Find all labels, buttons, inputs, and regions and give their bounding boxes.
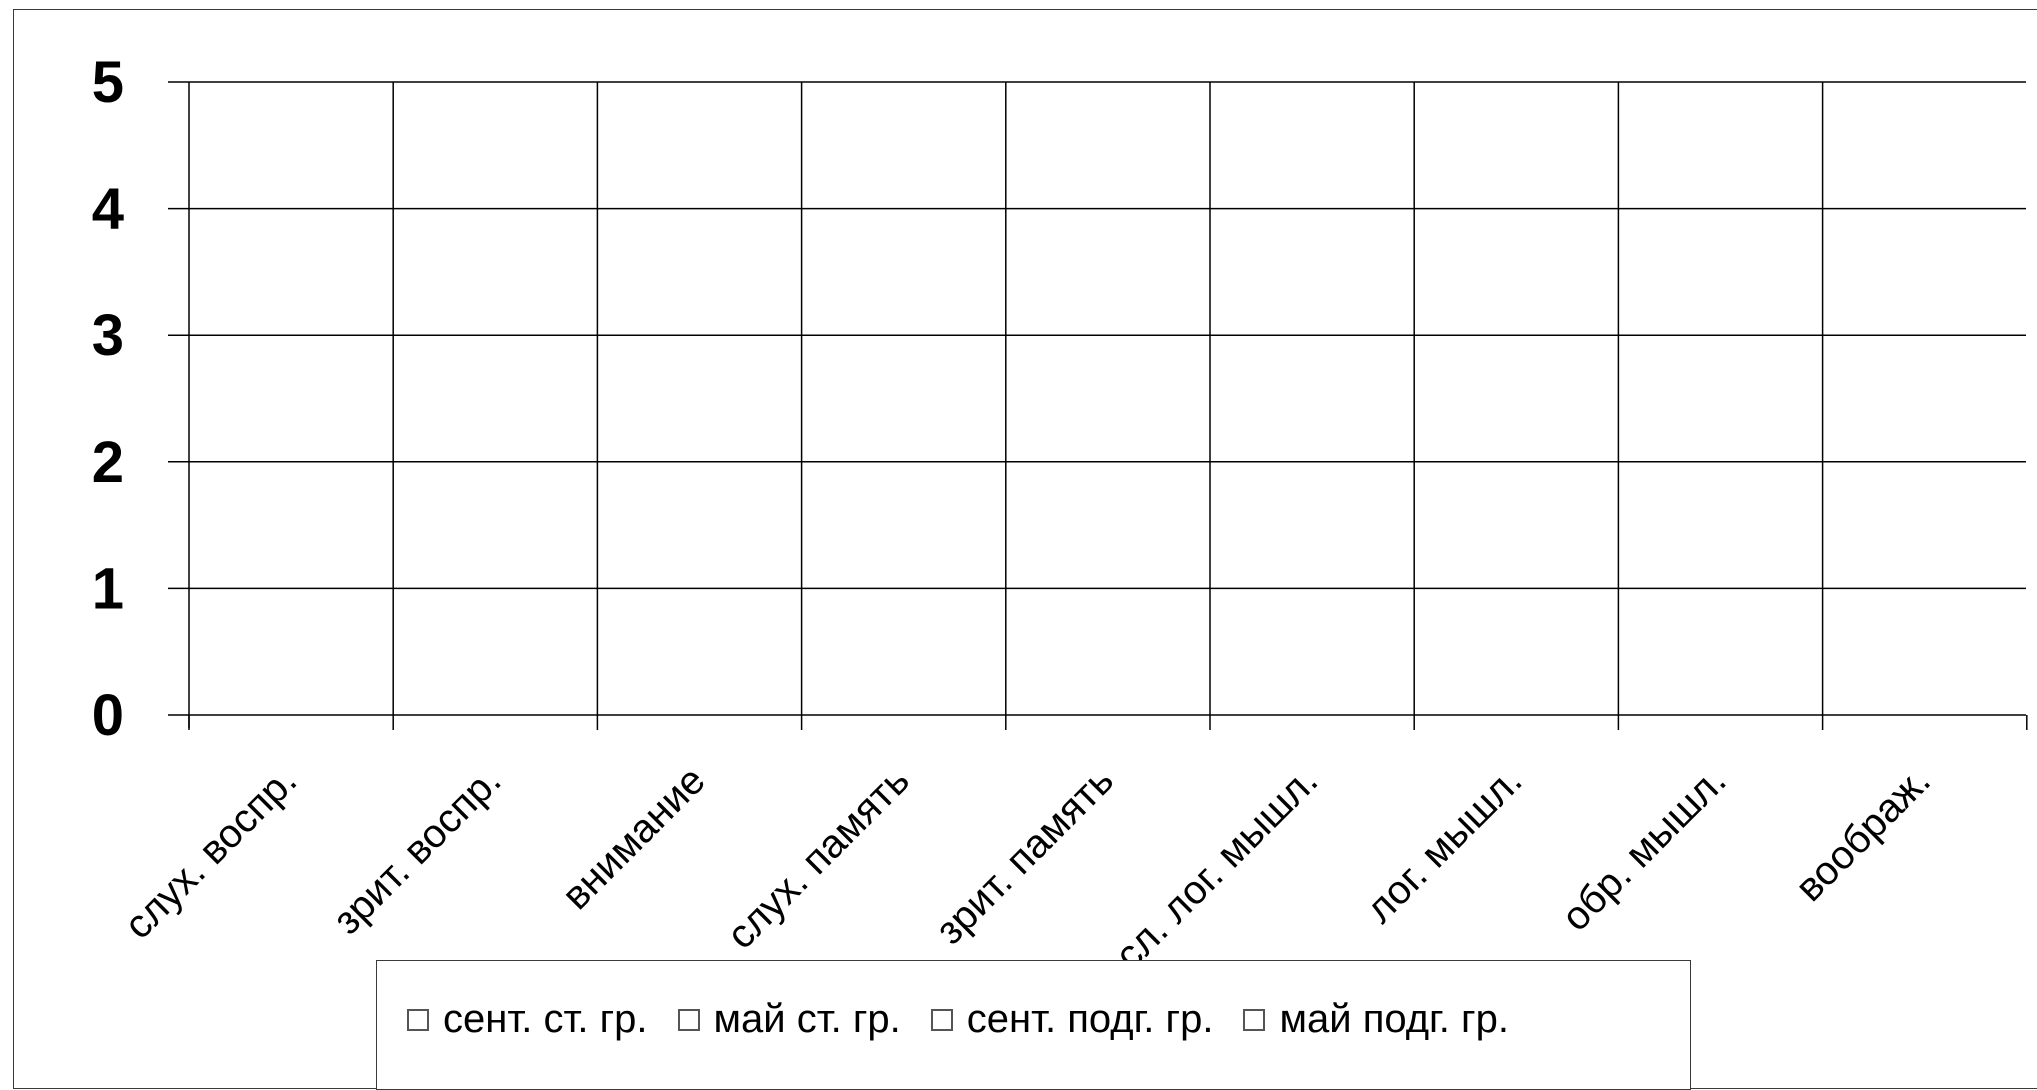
legend-swatch-icon (407, 1008, 429, 1031)
legend-label: сент. ст. гр. (443, 997, 648, 1041)
x-tick-label: внимание (554, 758, 714, 918)
y-tick-label: 0 (92, 683, 124, 748)
legend-swatch-icon (677, 1008, 700, 1031)
y-tick-label: 1 (92, 556, 124, 621)
legend: сент. ст. гр. май ст. гр. сент. подг. гр… (376, 960, 1691, 1090)
legend-item: май ст. гр. (677, 997, 901, 1042)
x-tick-label: слух. воспр. (116, 758, 305, 947)
x-tick-label: слух. память (719, 758, 918, 957)
legend-swatch-icon (1243, 1008, 1266, 1031)
y-tick-label: 3 (92, 303, 124, 368)
legend-item: сент. подг. гр. (930, 997, 1214, 1042)
y-tick-label: 4 (92, 177, 124, 242)
legend-item: сент. ст. гр. (407, 997, 648, 1042)
y-tick-label: 2 (92, 430, 124, 495)
legend-label: май подг. гр. (1279, 997, 1509, 1041)
axis-layer (168, 81, 2028, 730)
legend-label: сент. подг. гр. (966, 997, 1214, 1041)
x-tick-label: обр. мышл. (1553, 758, 1734, 939)
x-tick-label: зрит. память (928, 758, 1123, 953)
x-tick-label: лог. мышл. (1357, 758, 1530, 931)
grid-layer (189, 81, 2026, 715)
chart-frame (13, 9, 2037, 1089)
legend-label: май ст. гр. (713, 997, 901, 1041)
x-tick-label: сл. лог. мышл. (1107, 758, 1326, 977)
y-tick-label: 5 (92, 50, 124, 115)
legend-swatch-icon (930, 1008, 953, 1031)
x-tick-label: воображ. (1787, 758, 1939, 910)
legend-item: май подг. гр. (1243, 997, 1509, 1042)
x-tick-label: зрит. воспр. (325, 758, 510, 943)
